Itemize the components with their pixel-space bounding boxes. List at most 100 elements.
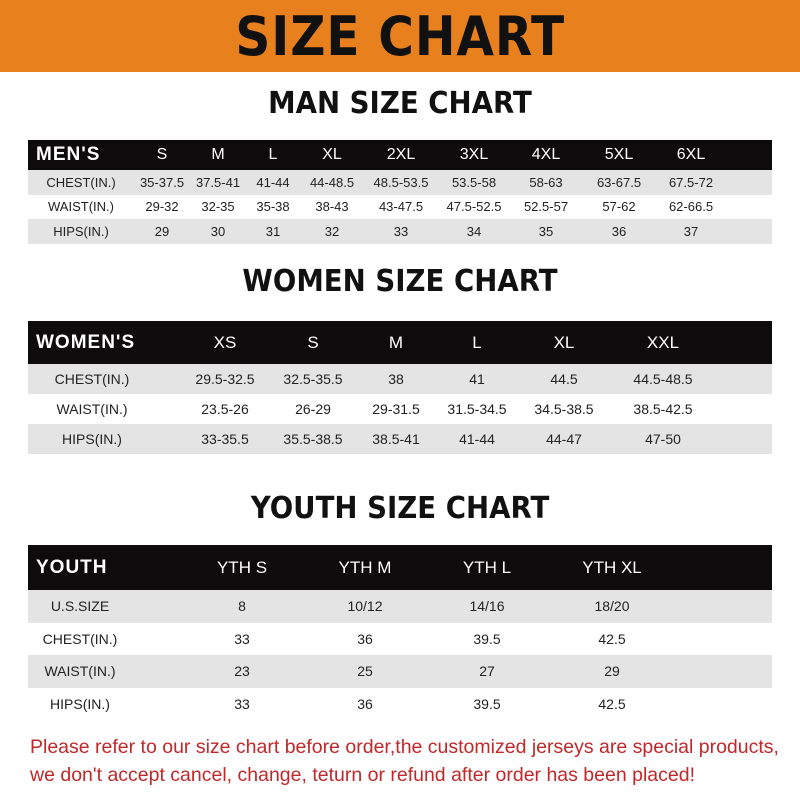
table-cell: 35-38 [256,199,290,215]
column-header: XL [322,146,342,163]
row-label: HIPS(IN.) [53,223,109,239]
table-cell: 31 [265,223,281,239]
women-section-title: WOMEN SIZE CHART [242,264,558,299]
row-label: WAIST(IN.) [44,663,116,680]
men-section-title: MAN SIZE CHART [268,86,532,121]
column-header: 4XL [531,146,561,163]
column-header: L [472,332,482,352]
table-cell: 44.5-48.5 [633,371,693,387]
table-header-row: YOUTH YTH S YTH M YTH L YTH XL [28,545,772,590]
row-label: CHEST(IN.) [46,174,116,190]
table-cell: 34.5-38.5 [534,401,594,417]
table-title-cell: MEN'S [36,144,101,165]
column-header: 6XL [676,146,706,163]
table-row: HIPS(IN.) 33-35.5 35.5-38.5 38.5-41 41-44 44-… [28,424,772,454]
column-header: XXL [646,332,680,352]
size-chart-banner: SIZE CHART [0,0,800,72]
column-header: YTH XL [582,557,642,577]
table-cell: 29 [604,663,620,680]
table-cell: 35-37.5 [139,174,185,190]
notice-line: we don't accept cancel, change, teturn o… [30,764,695,786]
column-header: S [307,332,319,352]
table-cell: 62-66.5 [668,199,714,215]
column-header: S [156,146,168,163]
column-header: XL [553,332,575,352]
table-cell: 43-47.5 [378,199,424,215]
table-cell: 38.5-41 [372,431,420,447]
table-cell: 42.5 [598,695,626,712]
column-header: XS [213,332,237,352]
table-cell: 25 [357,663,373,680]
row-label: WAIST(IN.) [48,199,114,215]
table-row: WAIST(IN.) 23.5-26 26-29 29-31.5 31.5-34.5 34… [28,394,772,424]
table-cell: 41-44 [459,431,495,447]
table-row: WAIST(IN.) 29-32 32-35 35-38 38-43 43-47.5 47.… [28,194,772,219]
table-cell: 44-47 [546,431,582,447]
table-cell: 47-50 [645,431,681,447]
row-label: HIPS(IN.) [62,431,122,447]
column-header: 5XL [604,146,634,163]
banner-title: SIZE CHART [235,4,565,68]
column-header: YTH L [462,557,512,577]
table-cell: 32.5-35.5 [283,371,343,387]
table-cell: 37.5-41 [195,174,241,190]
row-label: HIPS(IN.) [50,695,110,712]
table-cell: 14/16 [469,598,505,615]
table-cell: 35 [538,223,554,239]
table-cell: 41 [469,371,485,387]
table-cell: 33 [393,223,409,239]
table-cell: 38.5-42.5 [633,401,693,417]
table-cell: 36 [611,223,627,239]
table-header-row: MEN'S S M L XL 2XL 3XL 4XL 5XL 6XL [28,140,772,170]
table-cell: 32-35 [201,199,235,215]
table-cell: 48.5-53.5 [373,174,429,190]
table-row: WAIST(IN.) 23 25 27 29 [28,655,772,688]
row-label: WAIST(IN.) [56,401,128,417]
table-row: HIPS(IN.) 29 30 31 32 33 34 35 36 37 [28,219,772,244]
table-cell: 23 [234,663,250,680]
column-header: 3XL [459,146,489,163]
column-header: L [268,146,278,163]
table-cell: 33 [234,630,250,647]
table-cell: 39.5 [473,695,501,712]
row-label: CHEST(IN.) [42,630,118,647]
table-cell: 8 [238,598,246,615]
table-cell: 29 [154,223,170,239]
table-cell: 39.5 [473,630,501,647]
table-row: U.S.SIZE 8 10/12 14/16 18/20 [28,590,772,623]
table-cell: 47.5-52.5 [446,199,502,215]
youth-size-table: YOUTH YTH S YTH M YTH L YTH XL U.S.SIZE 8 10/12… [28,545,772,720]
row-label: CHEST(IN.) [54,371,130,387]
table-cell: 44.5 [550,371,578,387]
table-cell: 41-44 [256,174,290,190]
column-header: 2XL [386,146,416,163]
column-header: YTH S [216,557,268,577]
table-cell: 37 [683,223,699,239]
table-cell: 67.5-72 [668,174,714,190]
women-size-table: WOMEN'S XS S M L XL XXL CHEST(IN.) 29.5-32.5 32.5… [28,321,772,454]
table-row: CHEST(IN.) 35-37.5 37.5-41 41-44 44-48.5 48.5… [28,170,772,195]
table-title-cell: YOUTH [36,556,108,578]
table-cell: 29-31.5 [372,401,420,417]
table-cell: 26-29 [295,401,331,417]
table-cell: 23.5-26 [201,401,249,417]
table-row: HIPS(IN.) 33 36 39.5 42.5 [28,687,772,720]
table-cell: 30 [210,223,226,239]
table-header-row: WOMEN'S XS S M L XL XXL [28,321,772,364]
youth-section-title: YOUTH SIZE CHART [250,491,550,526]
table-cell: 33 [234,695,250,712]
column-header: YTH M [338,557,392,577]
row-label: U.S.SIZE [50,598,110,615]
table-cell: 63-67.5 [596,174,642,190]
column-header: M [211,146,225,163]
table-cell: 36 [357,630,373,647]
table-cell: 10/12 [347,598,383,615]
column-header: M [388,332,404,352]
table-row: CHEST(IN.) 29.5-32.5 32.5-35.5 38 41 44.5 44.5… [28,364,772,394]
table-cell: 38-43 [315,199,349,215]
table-cell: 33-35.5 [201,431,249,447]
table-cell: 35.5-38.5 [283,431,343,447]
table-cell: 31.5-34.5 [447,401,507,417]
men-size-table: MEN'S S M L XL 2XL 3XL 4XL 5XL 6XL CHEST(IN.) 35-37… [28,140,772,244]
table-cell: 27 [479,663,495,680]
